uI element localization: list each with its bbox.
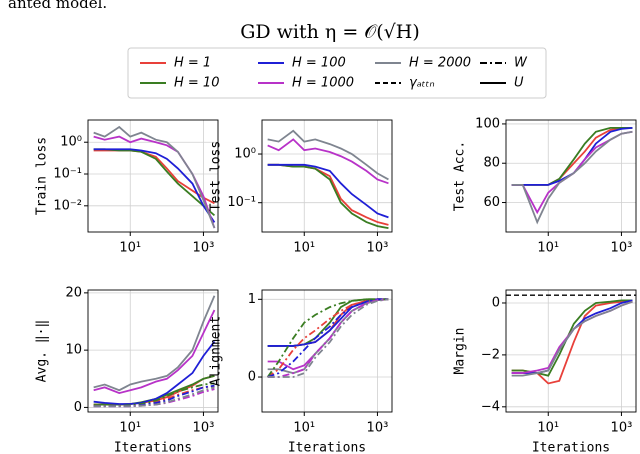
legend-label: H = 1000 — [292, 76, 354, 91]
series-line — [267, 163, 389, 230]
series-line — [93, 148, 216, 223]
x-tick-label: 10³ — [367, 421, 389, 436]
series-line — [511, 300, 633, 377]
series-line — [511, 126, 633, 186]
series-line — [511, 299, 633, 377]
y-tick-label: 0 — [74, 400, 82, 415]
y-tick-label: 10⁻² — [53, 198, 82, 213]
x-tick-label: 10³ — [193, 421, 215, 436]
y-tick-label: 60 — [483, 195, 500, 210]
legend-label: H = 2000 — [409, 56, 471, 71]
series-line — [511, 300, 633, 374]
axes-frame — [505, 119, 637, 233]
axes-frame — [87, 289, 219, 413]
legend-label: W — [514, 56, 528, 71]
series-line — [511, 126, 633, 186]
x-tick-label: 10³ — [611, 421, 633, 436]
y-axis-label: Alignment — [209, 316, 224, 386]
series-line — [93, 386, 215, 408]
x-tick-label: 10¹ — [293, 241, 315, 256]
axes-frame — [87, 119, 219, 233]
y-axis-label: Train loss — [35, 137, 50, 215]
y-tick-label: 20 — [65, 285, 82, 300]
legend-label: γₐₜₜₙ — [409, 76, 435, 91]
y-tick-label: 10⁻¹ — [53, 167, 82, 182]
series-line — [93, 341, 216, 405]
y-axis-label: Test loss — [209, 141, 224, 211]
x-axis-label: Iterations — [288, 441, 366, 454]
y-tick-label: 0 — [248, 370, 256, 385]
series-line — [267, 163, 389, 219]
series-line — [267, 138, 389, 185]
legend-label: U — [514, 76, 524, 91]
figure-title: GD with η = 𝒪(√H) — [240, 21, 420, 43]
legend-label: H = 1 — [174, 56, 211, 71]
legend-label: H = 10 — [174, 76, 219, 91]
axes-frame — [261, 289, 393, 413]
x-tick-label: 10¹ — [537, 241, 559, 256]
y-tick-label: 0 — [492, 295, 500, 310]
y-tick-label: 10⁰ — [234, 147, 256, 162]
y-axis-label: Margin — [453, 328, 468, 375]
series-line — [511, 126, 633, 186]
x-axis-label: Iterations — [532, 441, 610, 454]
y-axis-label: Test Acc. — [453, 141, 468, 211]
plot-area — [267, 129, 389, 230]
series-line — [267, 298, 389, 375]
series-line — [267, 298, 389, 378]
caption-fragment: anted model. — [8, 0, 107, 12]
x-axis-label: Iterations — [114, 441, 192, 454]
y-tick-label: −4 — [481, 399, 500, 414]
y-tick-label: 1 — [248, 292, 256, 307]
axes-frame — [261, 119, 393, 233]
x-tick-label: 10³ — [611, 241, 633, 256]
series-line — [511, 299, 633, 374]
y-tick-label: 10 — [65, 343, 82, 358]
series-line — [511, 130, 633, 225]
plot-area — [93, 295, 216, 408]
series-line — [267, 298, 389, 378]
series-line — [267, 129, 389, 181]
series-line — [93, 125, 216, 229]
plot-area — [93, 125, 216, 229]
plot-area — [266, 298, 389, 378]
legend-label: H = 100 — [292, 56, 346, 71]
plot-area — [511, 126, 633, 225]
y-tick-label: 100 — [475, 116, 500, 131]
legend-box — [127, 47, 547, 99]
series-line — [267, 298, 389, 378]
y-tick-label: 10⁰ — [60, 135, 82, 150]
x-tick-label: 10¹ — [119, 241, 141, 256]
series-line — [93, 309, 216, 395]
plot-area — [506, 294, 636, 385]
y-tick-label: −2 — [481, 347, 500, 362]
series-line — [267, 298, 389, 378]
series-line — [511, 130, 633, 215]
x-tick-label: 10¹ — [119, 421, 141, 436]
x-tick-label: 10³ — [367, 241, 389, 256]
x-tick-label: 10¹ — [537, 421, 559, 436]
series-line — [93, 295, 216, 392]
series-line — [266, 298, 389, 378]
y-tick-label: 80 — [483, 156, 500, 171]
x-tick-label: 10³ — [193, 241, 215, 256]
y-tick-label: 10⁻¹ — [227, 195, 256, 210]
axes-frame — [505, 289, 637, 413]
x-tick-label: 10¹ — [293, 421, 315, 436]
y-axis-label: Avg. ‖·‖ — [35, 320, 50, 383]
